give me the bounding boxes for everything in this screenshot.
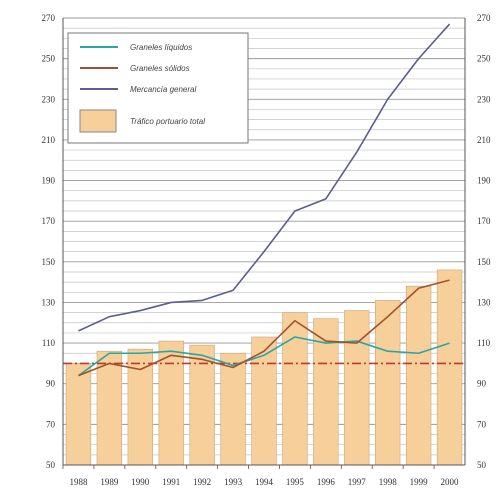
y-tick-label-right: 70 [477, 419, 487, 429]
y-tick-label-right: 50 [477, 460, 487, 470]
y-tick-label-right: 130 [477, 297, 491, 307]
bar-1992 [189, 344, 215, 466]
bar-2000 [436, 269, 463, 466]
bar-1988 [65, 363, 92, 466]
x-tick-label-1996: 1996 [317, 477, 336, 487]
y-tick-label-left: 190 [42, 176, 56, 186]
x-tick-label-1993: 1993 [224, 477, 243, 487]
bar-1997 [344, 310, 370, 466]
bar-1991 [158, 340, 184, 466]
legend: Graneles líquidos Graneles sólidos Merca… [67, 32, 249, 144]
bars [65, 269, 463, 466]
y-tick-label-left: 130 [42, 297, 56, 307]
series-line-graneles-solidos [78, 279, 450, 377]
x-tick-label-1999: 1999 [410, 477, 429, 487]
bar-1989 [96, 350, 123, 466]
y-tick-label-left: 250 [42, 54, 56, 64]
x-tick-label-1990: 1990 [131, 477, 150, 487]
series-line-mercancia-general [78, 23, 451, 332]
bar-1999 [405, 285, 432, 466]
series-lines [77, 23, 451, 377]
x-tick-label-1989: 1989 [100, 477, 119, 487]
series-line-graneles-liquidos [77, 336, 450, 377]
y-tick-label-right: 90 [477, 379, 487, 389]
x-tick-label-1997: 1997 [348, 477, 367, 487]
y-tick-label-left: 110 [42, 338, 56, 348]
y-tick-label-left: 50 [46, 460, 56, 470]
y-tick-label-left: 70 [46, 419, 56, 429]
legend-label-graneles-liquidos: Graneles líquidos [130, 43, 192, 52]
y-tick-label-left: 170 [42, 216, 56, 226]
bar-1990 [127, 348, 153, 466]
legend-swatch-trafico-total [79, 109, 117, 133]
x-tick-label-2000: 2000 [441, 477, 460, 487]
legend-label-mercancia-general: Mercancía general [130, 85, 196, 94]
y-tick-label-left: 230 [42, 94, 56, 104]
bar-1995 [282, 312, 308, 466]
axes: 1988 1989 1990 1991 1992 1993 1994 1995 1996 1997… [62, 18, 466, 487]
x-tick-label-1991: 1991 [162, 477, 180, 487]
y-tick-label-right: 110 [477, 338, 491, 348]
y-tick-label-right: 210 [477, 135, 491, 145]
y-tick-label-right: 250 [477, 54, 491, 64]
y-tick-label-right: 170 [477, 216, 491, 226]
y-tick-label-right: 230 [477, 94, 491, 104]
x-tick-label-1992: 1992 [193, 477, 211, 487]
y-tick-label-left: 210 [42, 135, 56, 145]
legend-label-trafico-total: Tráfico portuario total [130, 117, 205, 126]
legend-label-graneles-solidos: Graneles sólidos [130, 64, 190, 73]
y-tick-label-left: 270 [42, 13, 56, 23]
y-tick-label-left: 90 [46, 379, 56, 389]
x-tick-label-1995: 1995 [286, 477, 305, 487]
y-tick-label-right: 190 [477, 176, 491, 186]
bar-1993 [220, 352, 246, 466]
x-tick-label-1994: 1994 [255, 477, 274, 487]
x-tick-label-1988: 1988 [69, 477, 88, 487]
y-tick-label-left: 150 [42, 257, 56, 267]
y-tick-label-right: 150 [477, 257, 491, 267]
y-tick-label-right: 270 [477, 13, 491, 23]
x-tick-label-1998: 1998 [379, 477, 398, 487]
